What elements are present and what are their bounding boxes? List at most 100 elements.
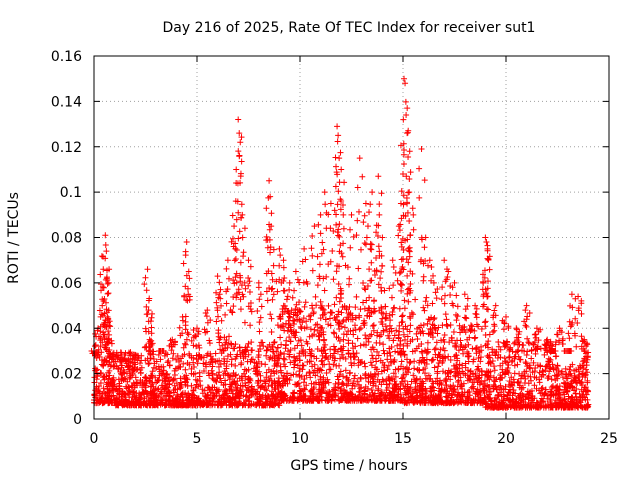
data-point — [237, 382, 244, 389]
data-point — [153, 393, 160, 400]
data-point — [156, 372, 163, 379]
x-tick-label: 0 — [90, 431, 99, 447]
data-point — [261, 378, 268, 385]
data-point — [170, 387, 177, 394]
data-point — [150, 383, 157, 390]
data-point — [159, 370, 166, 377]
data-point — [260, 343, 267, 350]
y-tick-label: 0.16 — [51, 49, 82, 65]
data-point — [190, 386, 197, 393]
data-point — [256, 368, 263, 375]
data-point — [106, 372, 113, 379]
data-point — [97, 380, 104, 387]
data-point — [149, 394, 156, 401]
y-tick-label: 0 — [73, 412, 82, 428]
data-point — [194, 360, 201, 367]
y-tick-label: 0.08 — [51, 231, 82, 247]
data-point — [145, 361, 152, 368]
data-point — [197, 398, 204, 405]
data-point — [259, 402, 266, 409]
data-point — [215, 402, 222, 409]
data-point — [253, 364, 260, 371]
y-tick-label: 0.02 — [51, 367, 82, 383]
data-point — [252, 370, 259, 377]
data-point — [165, 384, 172, 391]
data-point — [132, 374, 139, 381]
data-point — [272, 360, 279, 367]
data-point — [94, 373, 101, 380]
data-point — [157, 401, 164, 408]
data-point — [181, 373, 188, 380]
data-point — [230, 390, 237, 397]
data-point — [131, 384, 138, 391]
data-point — [233, 393, 240, 400]
data-point — [207, 389, 214, 396]
data-point — [151, 360, 158, 367]
data-point — [178, 381, 185, 388]
data-point — [213, 378, 220, 385]
data-point — [262, 361, 269, 368]
data-point — [204, 400, 211, 407]
data-point — [119, 391, 126, 398]
data-point — [138, 391, 145, 398]
data-point — [166, 362, 173, 369]
data-point — [253, 402, 260, 409]
data-point — [218, 401, 225, 408]
data-point — [242, 382, 249, 389]
data-point — [163, 395, 170, 402]
data-point — [149, 368, 156, 375]
data-point — [115, 376, 122, 383]
data-point — [193, 381, 200, 388]
data-point — [325, 321, 332, 328]
data-point — [226, 398, 233, 405]
data-point — [223, 365, 230, 372]
data-point — [269, 388, 276, 395]
data-point — [106, 399, 113, 406]
y-tick-label: 0.14 — [51, 94, 82, 110]
data-point — [228, 341, 235, 348]
data-point — [216, 369, 223, 376]
data-point — [180, 360, 187, 367]
data-point — [154, 378, 161, 385]
data-point — [227, 351, 234, 358]
data-point — [241, 349, 248, 356]
data-point — [105, 369, 112, 376]
data-point — [157, 356, 164, 363]
data-point — [228, 361, 235, 368]
data-point — [219, 342, 226, 349]
data-point — [103, 381, 110, 388]
data-point — [111, 381, 118, 388]
data-point — [215, 399, 222, 406]
data-point — [340, 354, 347, 361]
data-point — [250, 365, 257, 372]
data-point — [253, 390, 260, 397]
data-point — [111, 399, 118, 406]
data-point — [225, 372, 232, 379]
data-point — [247, 377, 254, 384]
data-point — [392, 348, 399, 355]
data-point — [270, 348, 277, 355]
data-point — [163, 370, 170, 377]
data-point — [398, 358, 405, 365]
data-point — [254, 395, 261, 402]
data-point — [387, 352, 394, 359]
x-tick-label: 25 — [600, 431, 618, 447]
data-point — [165, 378, 172, 385]
data-point — [94, 366, 101, 373]
data-point — [127, 389, 134, 395]
data-point — [116, 386, 123, 393]
data-point — [209, 371, 216, 378]
data-point — [161, 352, 168, 359]
data-point — [240, 392, 247, 399]
data-point — [186, 397, 193, 404]
data-point — [215, 386, 222, 393]
data-point — [221, 360, 228, 367]
data-point — [270, 367, 277, 374]
data-point — [124, 402, 131, 409]
data-point — [226, 376, 233, 383]
data-point — [221, 391, 228, 398]
data-point — [118, 370, 125, 377]
data-point — [390, 370, 397, 377]
data-point — [173, 397, 180, 404]
